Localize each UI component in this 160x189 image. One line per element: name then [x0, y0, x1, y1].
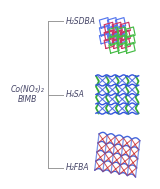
- Text: Co(NO₃)₂
BIMB: Co(NO₃)₂ BIMB: [11, 85, 44, 104]
- Text: H₂FBA: H₂FBA: [66, 163, 89, 172]
- Text: H₄SA: H₄SA: [66, 90, 85, 99]
- Text: H₂SDBA: H₂SDBA: [66, 17, 96, 26]
